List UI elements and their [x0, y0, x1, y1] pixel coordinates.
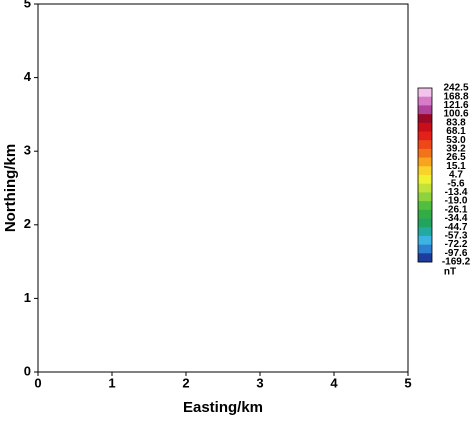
colorbar-band [418, 244, 432, 254]
colorbar-label: -26.1 [445, 204, 468, 215]
colorbar-band [418, 227, 432, 237]
colorbar-band [418, 105, 432, 115]
colorbar-frame [417, 87, 433, 263]
x-tick-label: 4 [330, 375, 338, 390]
colorbar-label: -5.6 [447, 178, 465, 189]
x-tick-label: 0 [34, 375, 41, 390]
colorbar-label: 39.2 [446, 144, 466, 155]
colorbar-label: 4.7 [449, 170, 463, 181]
axes: 0 1 2 3 4 5 0 1 2 3 4 5 [24, 0, 412, 390]
x-tick-label: 1 [108, 375, 115, 390]
plot-frame [37, 3, 409, 373]
y-tick-label: 5 [24, 0, 31, 10]
colorbar-band [418, 157, 432, 167]
y-axis-label: Northing/km [2, 144, 19, 232]
colorbar-label: 53.0 [446, 135, 466, 146]
colorbar-band [418, 235, 432, 245]
colorbar-band [418, 192, 432, 202]
colorbar-label: 15.1 [446, 161, 466, 172]
colorbar-label: -13.4 [445, 187, 468, 198]
colorbar-label: -44.7 [445, 222, 468, 233]
colorbar-band [418, 166, 432, 176]
colorbar-label: -34.4 [445, 213, 468, 224]
colorbar-label: 121.6 [443, 100, 468, 111]
colorbar-band [418, 140, 432, 150]
colorbar-unit: nT [444, 267, 456, 278]
colorbar-label: 26.5 [446, 152, 466, 163]
colorbar-label: -72.2 [445, 239, 468, 250]
plot-area [38, 21, 408, 355]
colorbar-band [418, 148, 432, 158]
colorbar-band [418, 96, 432, 106]
y-tick-label: 4 [24, 69, 32, 84]
colorbar-band [418, 88, 432, 97]
colorbar-label: 100.6 [443, 109, 468, 120]
colorbar-label: -97.6 [445, 248, 468, 259]
colorbar-band [418, 253, 432, 263]
colorbar-label: -169.2 [442, 257, 471, 268]
colorbar-band [418, 122, 432, 132]
y-tick-label: 3 [24, 143, 31, 158]
colorbar-band [418, 209, 432, 219]
colorbar-band [418, 114, 432, 124]
y-tick-label: 1 [24, 290, 31, 305]
y-tick-label: 2 [24, 216, 31, 231]
colorbar-band [418, 183, 432, 193]
colorbar-label: 68.1 [446, 126, 466, 137]
colorbar: 242.5168.8121.6100.683.868.153.039.226.5… [417, 83, 471, 268]
survey-lines [38, 21, 408, 355]
x-tick-label: 3 [256, 375, 263, 390]
colorbar-band [418, 218, 432, 228]
colorbar-band [418, 175, 432, 184]
colorbar-label: -57.3 [445, 231, 468, 242]
x-tick-label: 5 [404, 375, 411, 390]
colorbar-label: 83.8 [446, 117, 466, 128]
x-axis-label: Easting/km [183, 399, 263, 416]
colorbar-label: 242.5 [443, 83, 468, 94]
colorbar-label: 168.8 [443, 91, 468, 102]
colorbar-label: -19.0 [445, 196, 468, 207]
x-tick-label: 2 [182, 375, 189, 390]
y-tick-label: 0 [24, 363, 31, 378]
colorbar-band [418, 131, 432, 141]
colorbar-band [418, 201, 432, 211]
